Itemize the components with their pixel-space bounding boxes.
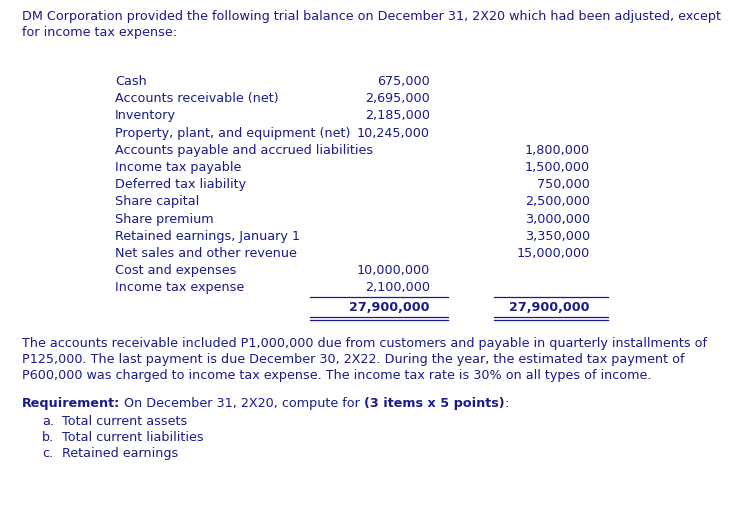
Text: 10,245,000: 10,245,000: [357, 126, 430, 140]
Text: Deferred tax liability: Deferred tax liability: [115, 178, 246, 191]
Text: :: :: [505, 397, 509, 410]
Text: Inventory: Inventory: [115, 109, 176, 122]
Text: Income tax expense: Income tax expense: [115, 281, 245, 295]
Text: 2,695,000: 2,695,000: [365, 92, 430, 105]
Text: 1,800,000: 1,800,000: [525, 144, 590, 157]
Text: Cost and expenses: Cost and expenses: [115, 264, 236, 277]
Text: Accounts receivable (net): Accounts receivable (net): [115, 92, 279, 105]
Text: Retained earnings, January 1: Retained earnings, January 1: [115, 230, 300, 243]
Text: P125,000. The last payment is due December 30, 2X22. During the year, the estima: P125,000. The last payment is due Decemb…: [22, 353, 685, 366]
Text: 2,500,000: 2,500,000: [525, 196, 590, 208]
Text: Total current assets: Total current assets: [62, 415, 187, 428]
Text: Total current liabilities: Total current liabilities: [62, 431, 204, 444]
Text: Share premium: Share premium: [115, 213, 213, 226]
Text: 15,000,000: 15,000,000: [516, 247, 590, 260]
Text: Requirement:: Requirement:: [22, 397, 120, 410]
Text: b.: b.: [42, 431, 54, 444]
Text: Cash: Cash: [115, 75, 147, 88]
Text: Accounts payable and accrued liabilities: Accounts payable and accrued liabilities: [115, 144, 373, 157]
Text: P600,000 was charged to income tax expense. The income tax rate is 30% on all ty: P600,000 was charged to income tax expen…: [22, 369, 651, 382]
Text: Share capital: Share capital: [115, 196, 199, 208]
Text: 1,500,000: 1,500,000: [525, 161, 590, 174]
Text: DM Corporation provided the following trial balance on December 31, 2X20 which h: DM Corporation provided the following tr…: [22, 10, 721, 23]
Text: 3,000,000: 3,000,000: [525, 213, 590, 226]
Text: 675,000: 675,000: [377, 75, 430, 88]
Text: 10,000,000: 10,000,000: [356, 264, 430, 277]
Text: c.: c.: [42, 447, 53, 460]
Text: 3,350,000: 3,350,000: [525, 230, 590, 243]
Text: 2,100,000: 2,100,000: [365, 281, 430, 295]
Text: 27,900,000: 27,900,000: [510, 301, 590, 313]
Text: Retained earnings: Retained earnings: [62, 447, 179, 460]
Text: for income tax expense:: for income tax expense:: [22, 26, 177, 39]
Text: 750,000: 750,000: [537, 178, 590, 191]
Text: a.: a.: [42, 415, 54, 428]
Text: Income tax payable: Income tax payable: [115, 161, 242, 174]
Text: Property, plant, and equipment (net): Property, plant, and equipment (net): [115, 126, 350, 140]
Text: Net sales and other revenue: Net sales and other revenue: [115, 247, 297, 260]
Text: (3 items x 5 points): (3 items x 5 points): [364, 397, 505, 410]
Text: 2,185,000: 2,185,000: [365, 109, 430, 122]
Text: 27,900,000: 27,900,000: [350, 301, 430, 313]
Text: The accounts receivable included P1,000,000 due from customers and payable in qu: The accounts receivable included P1,000,…: [22, 337, 707, 350]
Text: On December 31, 2X20, compute for: On December 31, 2X20, compute for: [120, 397, 364, 410]
